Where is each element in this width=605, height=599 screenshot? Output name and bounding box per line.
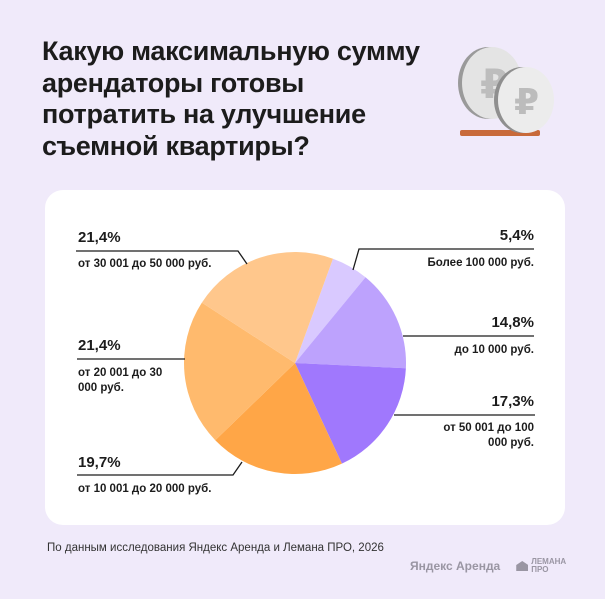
value-label: 14,8% [491, 314, 534, 331]
coins-illustration: ₽ ₽ [458, 47, 554, 136]
pie-slice [295, 363, 406, 464]
house-icon [516, 561, 529, 571]
page-title: Какую максимальную сумму арендаторы гото… [42, 36, 420, 161]
leader-line-5-4 [352, 248, 534, 271]
category-label: Более 100 000 руб. [427, 257, 534, 269]
svg-text:₽: ₽ [514, 82, 539, 123]
logos: Яндекс Аренда ЛЕМАНА ПРО [410, 558, 571, 574]
pie-slice [295, 258, 366, 363]
chart-card: 5,4% Более 100 000 руб. 14,8% до 10 000 … [45, 190, 565, 525]
category-label: от 30 001 до 50 000 руб. [78, 258, 212, 270]
lemana-pro-logo: ЛЕМАНА ПРО [516, 558, 571, 574]
value-label: 5,4% [499, 227, 534, 244]
pie-chart [76, 248, 535, 476]
value-label: 17,3% [491, 393, 534, 410]
pie-slice [215, 363, 342, 474]
value-label: 21,4% [78, 229, 121, 246]
value-label: 21,4% [78, 337, 121, 354]
category-label: от 50 001 до 100 000 руб. [443, 422, 534, 449]
leader-line-21-4-a [76, 250, 248, 265]
category-label: до 10 000 руб. [454, 344, 534, 356]
value-label: 19,7% [78, 454, 121, 471]
source-note: По данным исследования Яндекс Аренда и Л… [47, 542, 384, 554]
category-label: от 10 001 до 20 000 руб. [78, 483, 212, 495]
category-label: от 20 001 до 30 000 руб. [78, 367, 163, 394]
pie-slice [295, 277, 406, 369]
leader-line-19-7 [77, 461, 243, 476]
pie-slice [184, 302, 295, 441]
yandex-arenda-logo: Яндекс Аренда [410, 559, 501, 573]
pie-slice [201, 252, 333, 363]
